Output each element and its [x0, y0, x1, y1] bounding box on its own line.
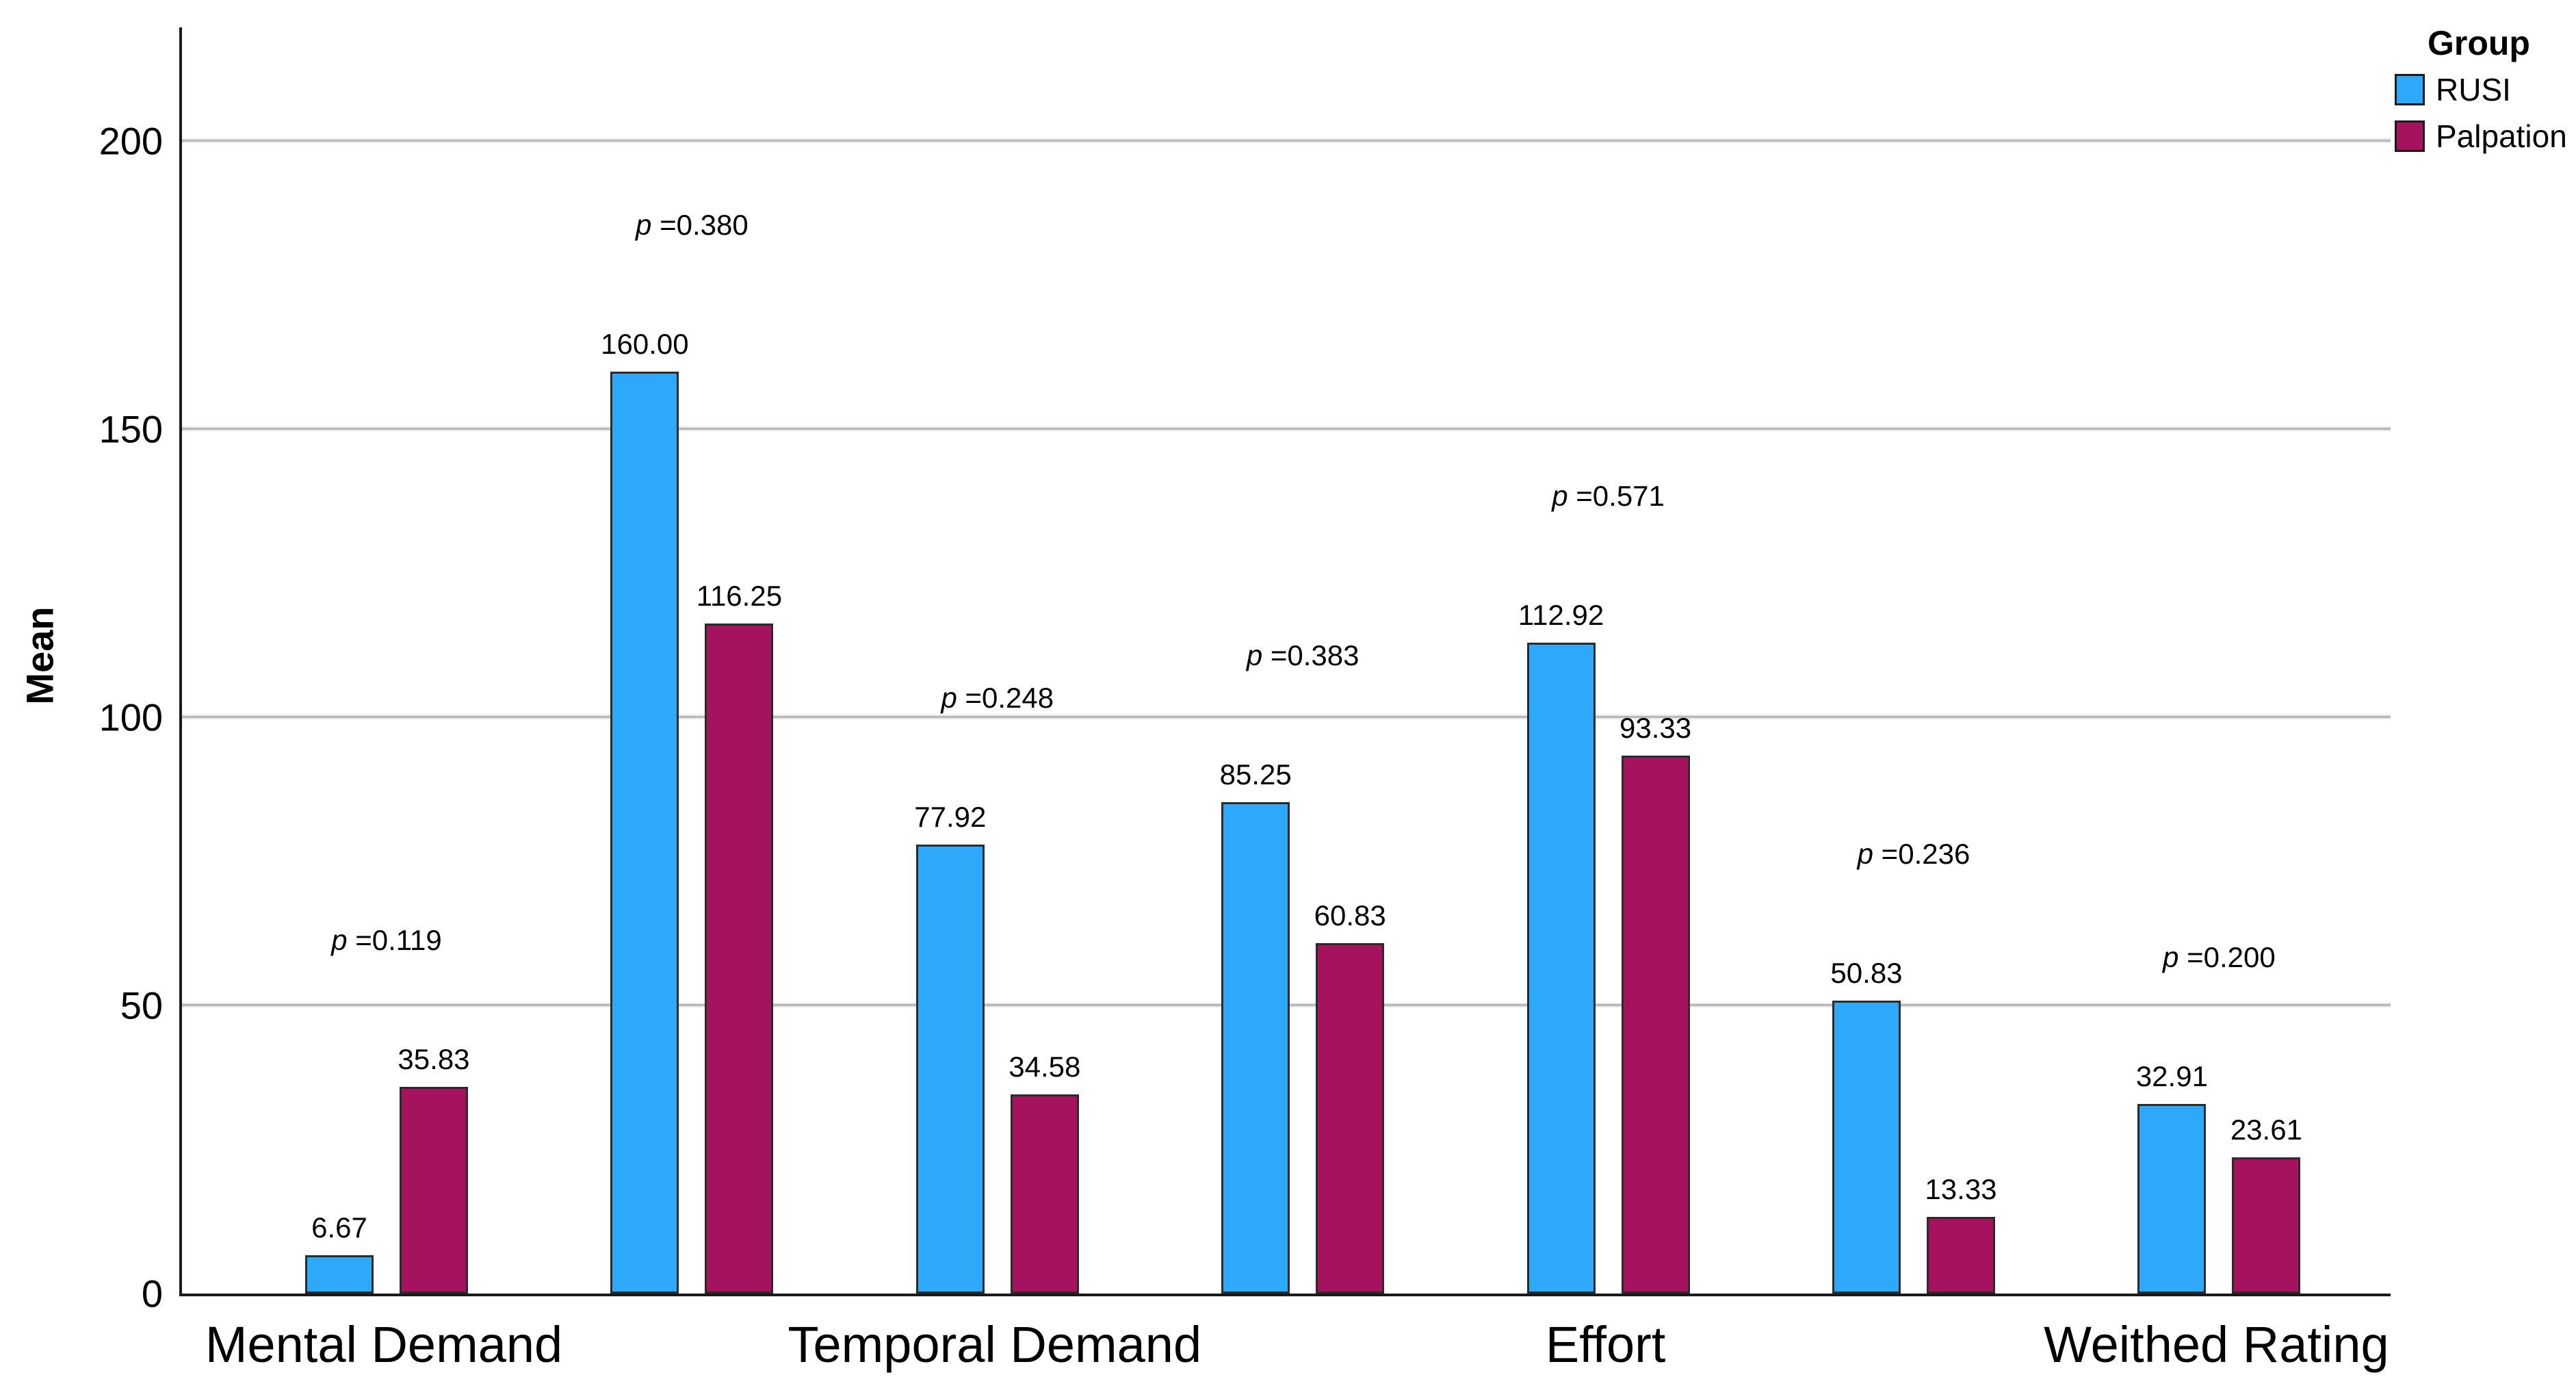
- bar-palpation: [2232, 1157, 2301, 1294]
- bar-value-label: 77.92: [914, 800, 987, 833]
- p-symbol: p: [636, 208, 652, 241]
- p-number: =0.236: [1873, 837, 1970, 870]
- bar-value-label: 85.25: [1219, 758, 1292, 791]
- p-value-label: p =0.248: [941, 682, 1054, 715]
- gridline: [182, 140, 2391, 142]
- y-axis-tick-labels: 0 50 100 150 200: [0, 0, 163, 1388]
- y-tick-label: 0: [141, 1272, 163, 1315]
- bar-value-label: 23.61: [2230, 1114, 2302, 1146]
- bar-rusi: [1832, 1000, 1901, 1294]
- bar-value-label: 112.92: [1518, 599, 1604, 632]
- bar-value-label: 13.33: [1925, 1172, 1997, 1205]
- bar-cluster: 32.91 23.61 p =0.200: [2066, 27, 2371, 1294]
- bar-palpation: [1010, 1094, 1079, 1294]
- legend-swatch-palpation: [2395, 120, 2425, 152]
- p-symbol: p: [331, 924, 348, 957]
- bar-rusi: [2137, 1103, 2207, 1294]
- x-axis-category-label: Effort: [1545, 1315, 1666, 1373]
- bar-value-label: 116.25: [696, 580, 783, 613]
- p-symbol: p: [2163, 940, 2179, 973]
- p-number: =0.200: [2178, 940, 2276, 973]
- bar-value-label: 34.58: [1009, 1050, 1081, 1083]
- x-axis-category-label: Weithed Rating: [2044, 1315, 2389, 1373]
- bar-cluster: 77.92 34.58 p =0.248: [845, 27, 1150, 1294]
- p-symbol: p: [1246, 639, 1263, 672]
- p-value-label: p =0.380: [636, 209, 749, 242]
- legend: Group RUSI Palpation: [2395, 23, 2567, 164]
- y-tick-label: 50: [120, 984, 163, 1027]
- bar-value-label: 6.67: [311, 1211, 367, 1244]
- p-number: =0.571: [1567, 480, 1665, 513]
- bar-value-label: 35.83: [398, 1043, 470, 1076]
- legend-item: RUSI: [2395, 71, 2567, 108]
- bar-value-label: 32.91: [2135, 1059, 2208, 1092]
- bar-cluster: 112.92 93.33 p =0.571: [1455, 27, 1760, 1294]
- bar-rusi: [304, 1255, 374, 1294]
- bar-value-label: 50.83: [1830, 956, 1903, 989]
- p-value-label: p =0.119: [331, 924, 442, 957]
- p-value-label: p =0.383: [1247, 639, 1359, 672]
- bar-value-label: 93.33: [1619, 712, 1692, 745]
- bar-palpation: [705, 624, 774, 1294]
- p-value-label: p =0.236: [1858, 838, 1970, 871]
- p-symbol: p: [941, 681, 957, 714]
- bar-rusi: [1526, 643, 1596, 1294]
- gridline: [182, 716, 2391, 719]
- bar-rusi: [915, 844, 985, 1294]
- p-number: =0.383: [1262, 639, 1359, 672]
- bar-palpation: [1621, 756, 1690, 1294]
- x-axis-category-label: Temporal Demand: [788, 1315, 1202, 1373]
- bar-cluster: 160.00 116.25 p =0.380: [539, 27, 844, 1294]
- gridline: [182, 428, 2391, 430]
- p-value-label: p =0.200: [2163, 941, 2276, 974]
- bar-rusi: [1221, 802, 1290, 1294]
- bar-cluster: 50.83 13.33 p =0.236: [1761, 27, 2066, 1294]
- legend-item: Palpation: [2395, 118, 2567, 155]
- x-axis-category-label: Mental Demand: [205, 1315, 563, 1373]
- bar-cluster: 85.25 60.83 p =0.383: [1150, 27, 1455, 1294]
- p-number: =0.119: [347, 924, 442, 957]
- plot-area: 6.67 35.83 p =0.119 160.00 116.25 p =0.380 77.…: [179, 27, 2391, 1296]
- y-tick-label: 150: [99, 407, 163, 451]
- bar-cluster: 6.67 35.83 p =0.119: [234, 27, 539, 1294]
- y-tick-label: 100: [99, 695, 163, 739]
- legend-items: RUSI Palpation: [2395, 71, 2567, 155]
- y-tick-label: 200: [99, 119, 163, 163]
- bar-rusi: [610, 371, 679, 1294]
- legend-label: Palpation: [2436, 118, 2567, 154]
- legend-title: Group: [2428, 24, 2530, 62]
- p-symbol: p: [1857, 837, 1874, 870]
- bar-palpation: [1926, 1216, 1995, 1294]
- legend-label: RUSI: [2436, 72, 2511, 107]
- bar-palpation: [399, 1087, 468, 1294]
- legend-swatch-rusi: [2395, 74, 2425, 105]
- bar-palpation: [1316, 942, 1385, 1294]
- p-value-label: p =0.571: [1552, 480, 1665, 513]
- bar-value-label: 160.00: [601, 327, 689, 360]
- p-symbol: p: [1552, 480, 1568, 513]
- p-number: =0.380: [651, 208, 749, 241]
- bar-value-label: 60.83: [1314, 899, 1386, 931]
- p-number: =0.248: [957, 681, 1054, 714]
